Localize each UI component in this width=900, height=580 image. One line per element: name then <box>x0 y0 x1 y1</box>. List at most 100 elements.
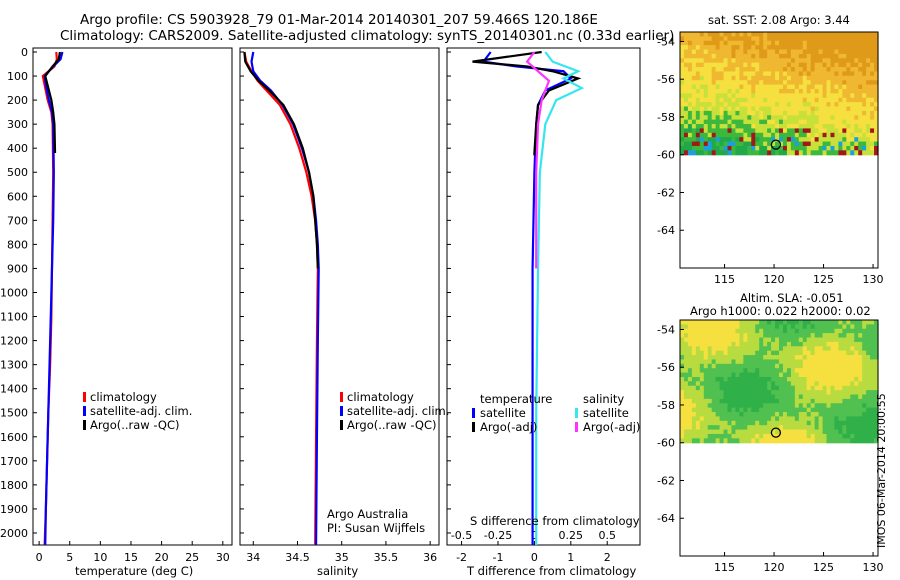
map-cell <box>782 53 788 59</box>
map-cell <box>759 102 764 108</box>
map-cell <box>743 36 748 42</box>
map-cell <box>751 355 756 361</box>
map-cell <box>751 45 756 51</box>
map-cell <box>723 359 729 365</box>
map-cell <box>771 88 776 94</box>
map-cell <box>786 141 792 147</box>
map-cell <box>862 368 867 374</box>
map-cell <box>866 333 871 339</box>
map-cell <box>854 32 859 37</box>
map-cell <box>735 62 740 68</box>
map-cell <box>731 62 737 68</box>
map-cell <box>683 141 689 147</box>
map-cell <box>767 128 772 134</box>
map-cell <box>739 368 744 374</box>
map-cell <box>782 429 788 435</box>
map-cell <box>850 119 855 125</box>
map-cell <box>806 93 812 99</box>
map-cell <box>687 333 693 339</box>
map-cell <box>767 416 772 422</box>
map-cell <box>715 438 721 444</box>
map-cell <box>687 84 693 90</box>
map-cell <box>735 425 740 431</box>
map-cell <box>870 425 875 431</box>
map-cell <box>683 320 689 325</box>
map-cell <box>842 407 847 413</box>
map-cell <box>838 88 843 94</box>
map-cell <box>715 341 721 347</box>
map-cell <box>814 97 820 103</box>
x-tick-label: 36 <box>423 551 437 564</box>
map-cell <box>830 359 836 365</box>
series-line <box>535 51 585 545</box>
map-cell <box>763 97 768 103</box>
map-cell <box>759 141 764 147</box>
map-cell <box>727 75 733 81</box>
map-cell <box>691 141 697 147</box>
map-cell <box>775 62 780 68</box>
map-cell <box>763 372 768 378</box>
map-cell <box>699 58 705 64</box>
map-cell <box>771 407 776 413</box>
map-cell <box>838 355 843 361</box>
map-cell <box>794 40 800 46</box>
map-cell <box>751 49 756 55</box>
map-cell <box>806 320 812 325</box>
map-cell <box>790 119 796 125</box>
map-cell <box>842 433 847 439</box>
map-cell <box>806 115 812 121</box>
map-cell <box>719 58 725 64</box>
map-cell <box>703 350 709 356</box>
map-cell <box>858 363 863 369</box>
map-cell <box>786 106 792 112</box>
map-cell <box>771 381 776 387</box>
map-cell <box>798 67 804 73</box>
map-cell <box>683 398 689 404</box>
map-cell <box>779 141 784 147</box>
map-cell <box>683 110 689 116</box>
map-cell <box>775 110 780 116</box>
map-cell <box>850 40 855 46</box>
map-cell <box>806 407 812 413</box>
map-cell <box>767 425 772 431</box>
map-cell <box>779 40 784 46</box>
map-cell <box>731 40 737 46</box>
depth-tick-label: 1400 <box>0 383 28 396</box>
map-cell <box>759 372 764 378</box>
map-cell <box>767 398 772 404</box>
map-cell <box>715 372 721 378</box>
map-cell <box>810 75 816 81</box>
map-cell <box>691 93 697 99</box>
map-cell <box>771 346 776 352</box>
map-cell <box>810 433 816 439</box>
map-cell <box>759 62 764 68</box>
map-cell <box>794 58 800 64</box>
map-cell <box>707 328 713 334</box>
map-cell <box>687 141 693 147</box>
map-cell <box>818 124 824 130</box>
map-cell <box>739 75 744 81</box>
map-cell <box>743 124 748 130</box>
map-cell <box>719 62 725 68</box>
map-cell <box>715 49 721 55</box>
map-cell <box>870 45 875 51</box>
map-cell <box>794 324 800 330</box>
map-cell <box>870 80 875 86</box>
map-cell <box>850 102 855 108</box>
map-cell <box>747 145 752 151</box>
map-cell <box>687 394 693 400</box>
map-cell <box>858 53 863 59</box>
map-cell <box>755 407 760 413</box>
map-cell <box>814 36 820 42</box>
map-cell <box>763 119 768 125</box>
legend-label: Argo(-adj) <box>480 420 537 434</box>
map-cell <box>838 75 843 81</box>
map-cell <box>854 88 859 94</box>
map-cell <box>786 71 792 77</box>
map-cell <box>779 407 784 413</box>
map-cell <box>866 363 871 369</box>
map-cell <box>711 381 717 387</box>
map-cell <box>719 420 725 426</box>
temperature-xlabel: temperature (deg C) <box>75 564 194 578</box>
map-cell <box>862 398 867 404</box>
